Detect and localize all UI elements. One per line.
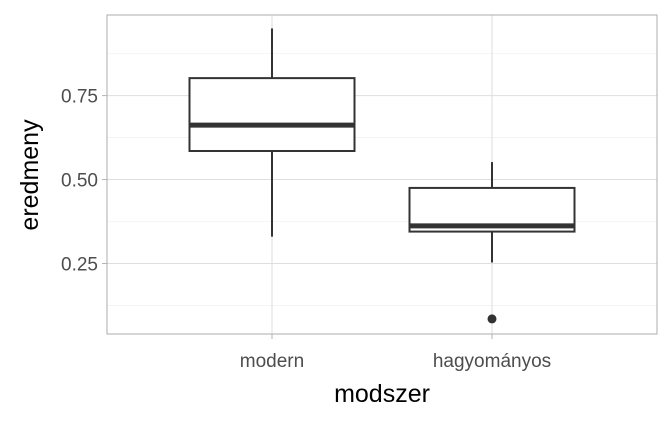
- x-axis: modern hagyományos: [240, 334, 551, 372]
- y-tick-label: 0.25: [61, 254, 98, 275]
- panel-border: [106, 14, 658, 335]
- y-tick-label: 0.75: [61, 87, 98, 108]
- y-axis: 0.25 0.50 0.75: [61, 87, 107, 275]
- grid-layer: [107, 15, 657, 334]
- box-iqr: [188, 77, 356, 152]
- x-tick-label: hagyományos: [433, 351, 551, 372]
- box-modern: [188, 28, 356, 237]
- boxes: [188, 28, 576, 324]
- x-tick-label: modern: [240, 351, 304, 372]
- y-tick-label: 0.50: [61, 171, 98, 192]
- y-axis-title: eredmeny: [16, 119, 44, 231]
- box-hagyomanyos: [408, 162, 576, 324]
- outlier-point: [487, 314, 497, 324]
- x-axis-title: modszer: [334, 380, 430, 408]
